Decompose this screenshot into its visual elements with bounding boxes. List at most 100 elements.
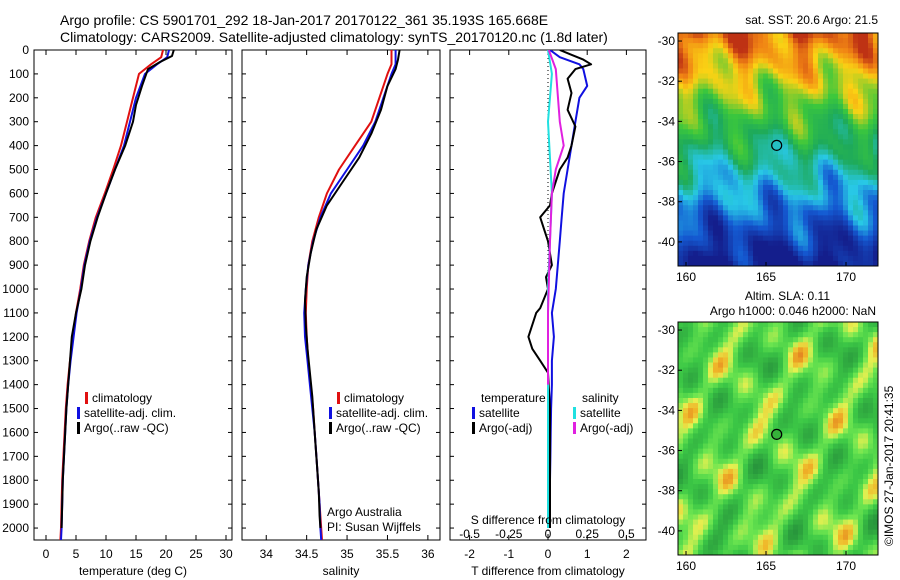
heatmap-cell [743, 433, 749, 439]
heatmap-cell [698, 129, 704, 135]
heatmap-cell [798, 377, 804, 384]
heatmap-cell [753, 33, 759, 39]
heatmap-cell [813, 154, 819, 161]
heatmap-cell [783, 367, 789, 374]
heatmap-cell [688, 195, 694, 201]
heatmap-cell [768, 352, 774, 358]
heatmap-cell [738, 443, 744, 450]
map-ytick-label: -34 [658, 114, 676, 128]
heatmap-cell [783, 134, 789, 140]
heatmap-cell [873, 519, 878, 526]
heatmap-cell [828, 357, 834, 364]
heatmap-cell [688, 362, 694, 369]
heatmap-cell [838, 413, 844, 419]
heatmap-cell [798, 438, 804, 445]
heatmap-cell [748, 489, 754, 495]
heatmap-cell [688, 38, 694, 44]
heatmap-cell [683, 489, 689, 495]
heatmap-cell [698, 433, 704, 439]
difference-xtick-label: 2 [623, 547, 630, 561]
heatmap-cell [808, 519, 814, 526]
heatmap-cell [823, 225, 829, 232]
heatmap-cell [678, 494, 684, 500]
heatmap-cell [728, 114, 734, 120]
heatmap-cell [773, 260, 779, 266]
heatmap-cell [723, 78, 729, 85]
heatmap-cell [813, 255, 819, 262]
heatmap-cell [693, 322, 699, 328]
heatmap-cell [718, 362, 724, 369]
heatmap-cell [688, 225, 694, 232]
heatmap-cell [753, 235, 759, 242]
heatmap-cell [833, 539, 839, 546]
heatmap-cell [703, 33, 709, 39]
heatmap-cell [718, 220, 724, 226]
heatmap-cell [713, 124, 719, 130]
heatmap-cell [723, 48, 729, 54]
heatmap-cell [703, 367, 709, 374]
heatmap-cell [803, 98, 809, 105]
heatmap-cell [838, 73, 844, 80]
heatmap-cell [843, 372, 849, 379]
heatmap-cell [698, 473, 704, 480]
heatmap-cell [838, 458, 844, 465]
heatmap-cell [858, 387, 864, 394]
heatmap-cell [733, 453, 739, 460]
heatmap-cell [743, 413, 749, 419]
heatmap-cell [698, 438, 704, 445]
heatmap-cell [708, 255, 714, 262]
heatmap-cell [798, 484, 804, 490]
heatmap-cell [773, 377, 779, 384]
heatmap-cell [693, 98, 699, 105]
heatmap-cell [828, 134, 834, 140]
heatmap-cell [778, 53, 784, 59]
heatmap-cell [818, 38, 824, 44]
heatmap-cell [798, 124, 804, 130]
legend-label-t-argo: Argo(-adj) [479, 421, 532, 435]
heatmap-cell [838, 514, 844, 521]
heatmap-cell [783, 342, 789, 348]
heatmap-cell [823, 423, 829, 429]
heatmap-cell [833, 73, 839, 80]
heatmap-cell [783, 479, 789, 485]
heatmap-cell [828, 190, 834, 196]
heatmap-cell [813, 327, 819, 333]
heatmap-cell [738, 473, 744, 480]
heatmap-cell [733, 377, 739, 384]
heatmap-cell [698, 322, 704, 328]
heatmap-cell [773, 524, 779, 531]
heatmap-cell [868, 245, 874, 252]
heatmap-cell [818, 382, 824, 389]
heatmap-cell [748, 149, 754, 156]
heatmap-cell [793, 230, 799, 237]
heatmap-cell [818, 519, 824, 526]
heatmap-cell [793, 250, 799, 257]
heatmap-cell [863, 195, 869, 201]
heatmap-cell [718, 357, 724, 364]
heatmap-cell [793, 78, 799, 85]
heatmap-cell [858, 108, 864, 115]
heatmap-cell [813, 220, 819, 226]
heatmap-cell [678, 195, 684, 201]
heatmap-cell [863, 250, 869, 257]
heatmap-cell [788, 88, 794, 95]
heatmap-cell [808, 504, 814, 510]
heatmap-cell [858, 524, 864, 531]
heatmap-cell [788, 139, 794, 145]
heatmap-cell [813, 342, 819, 348]
heatmap-cell [688, 53, 694, 59]
heatmap-cell [688, 544, 694, 551]
heatmap-cell [728, 479, 734, 485]
heatmap-cell [853, 255, 859, 262]
heatmap-cell [743, 352, 749, 358]
heatmap-cell [683, 78, 689, 85]
heatmap-cell [853, 43, 859, 49]
heatmap-cell [848, 119, 854, 125]
heatmap-cell [863, 362, 869, 369]
heatmap-cell [763, 362, 769, 369]
heatmap-cell [728, 144, 734, 150]
heatmap-cell [823, 190, 829, 196]
heatmap-cell [773, 392, 779, 399]
heatmap-cell [748, 68, 754, 75]
heatmap-cell [768, 433, 774, 439]
